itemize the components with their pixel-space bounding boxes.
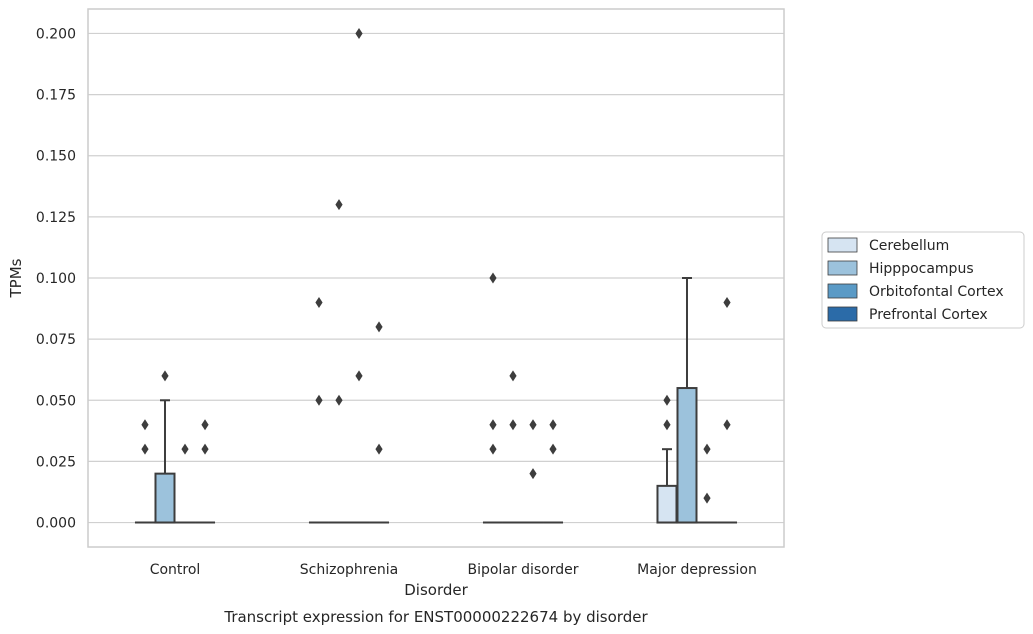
legend-label: Cerebellum (869, 238, 949, 254)
box-body (676, 387, 698, 524)
outlier-points (141, 27, 731, 504)
outlier-point (315, 296, 323, 308)
outlier-point (161, 370, 169, 382)
outlier-point (723, 296, 731, 308)
plot-frame (87, 8, 785, 548)
gridlines (88, 32, 784, 524)
y-tick-label: 0.175 (36, 88, 76, 104)
outlier-point (489, 272, 497, 284)
outlier-point (355, 27, 363, 39)
x-tick-labels: Control Schizophrenia Bipolar disorder Majo… (150, 562, 757, 578)
outlier-point (549, 443, 557, 455)
box-body (154, 472, 176, 524)
outlier-point (529, 468, 537, 480)
legend-label: Hipppocampus (869, 261, 974, 277)
legend-swatch (827, 237, 858, 253)
legend-swatch (827, 260, 858, 276)
outlier-point (201, 419, 209, 431)
y-tick-label: 0.125 (36, 210, 76, 226)
y-tick-label: 0.075 (36, 332, 76, 348)
y-tick-label: 0.025 (36, 454, 76, 470)
x-tick-label: Major depression (637, 562, 757, 578)
outlier-point (141, 443, 149, 455)
x-tick-label: Bipolar disorder (467, 562, 578, 578)
chart-caption: Transcript expression for ENST0000022267… (223, 608, 648, 626)
outlier-point (663, 394, 671, 406)
box (656, 448, 678, 524)
legend-item: Prefrontal Cortex (827, 306, 988, 323)
outlier-point (489, 443, 497, 455)
legend: Cerebellum Hipppocampus Orbitofontal Corte… (821, 231, 1025, 329)
outlier-point (375, 321, 383, 333)
box (676, 277, 698, 524)
x-tick-label: Schizophrenia (300, 562, 398, 578)
y-tick-label: 0.050 (36, 393, 76, 409)
outlier-point (723, 419, 731, 431)
legend-item: Cerebellum (827, 237, 949, 254)
y-tick-label: 0.100 (36, 271, 76, 287)
legend-label: Orbitofontal Cortex (869, 284, 1004, 300)
outlier-point (335, 199, 343, 211)
y-axis-title: TPMs (7, 258, 25, 298)
legend-item: Hipppocampus (827, 260, 974, 277)
outlier-point (375, 443, 383, 455)
y-tick-label: 0.150 (36, 149, 76, 165)
outlier-point (703, 492, 711, 504)
outlier-point (489, 419, 497, 431)
outlier-point (355, 370, 363, 382)
box-body (656, 484, 678, 524)
x-tick-label: Control (150, 562, 201, 578)
y-tick-label: 0.000 (36, 516, 76, 532)
outlier-point (201, 443, 209, 455)
y-tick-label: 0.200 (36, 26, 76, 42)
legend-frame (821, 231, 1025, 329)
legend-label: Prefrontal Cortex (869, 307, 988, 323)
outlier-point (181, 443, 189, 455)
outlier-point (335, 394, 343, 406)
legend-item: Orbitofontal Cortex (827, 283, 1004, 300)
outlier-point (509, 419, 517, 431)
outlier-point (509, 370, 517, 382)
outlier-point (315, 394, 323, 406)
outlier-point (663, 419, 671, 431)
box-series (134, 277, 738, 524)
legend-swatch (827, 306, 858, 322)
box (154, 399, 176, 524)
legend-swatch (827, 283, 858, 299)
x-axis-title: Disorder (404, 581, 468, 599)
outlier-point (141, 419, 149, 431)
outlier-point (549, 419, 557, 431)
outlier-point (703, 443, 711, 455)
outlier-point (529, 419, 537, 431)
y-tick-labels: 0.000 0.025 0.050 0.075 0.100 0.125 0.150 0.175… (36, 26, 76, 531)
